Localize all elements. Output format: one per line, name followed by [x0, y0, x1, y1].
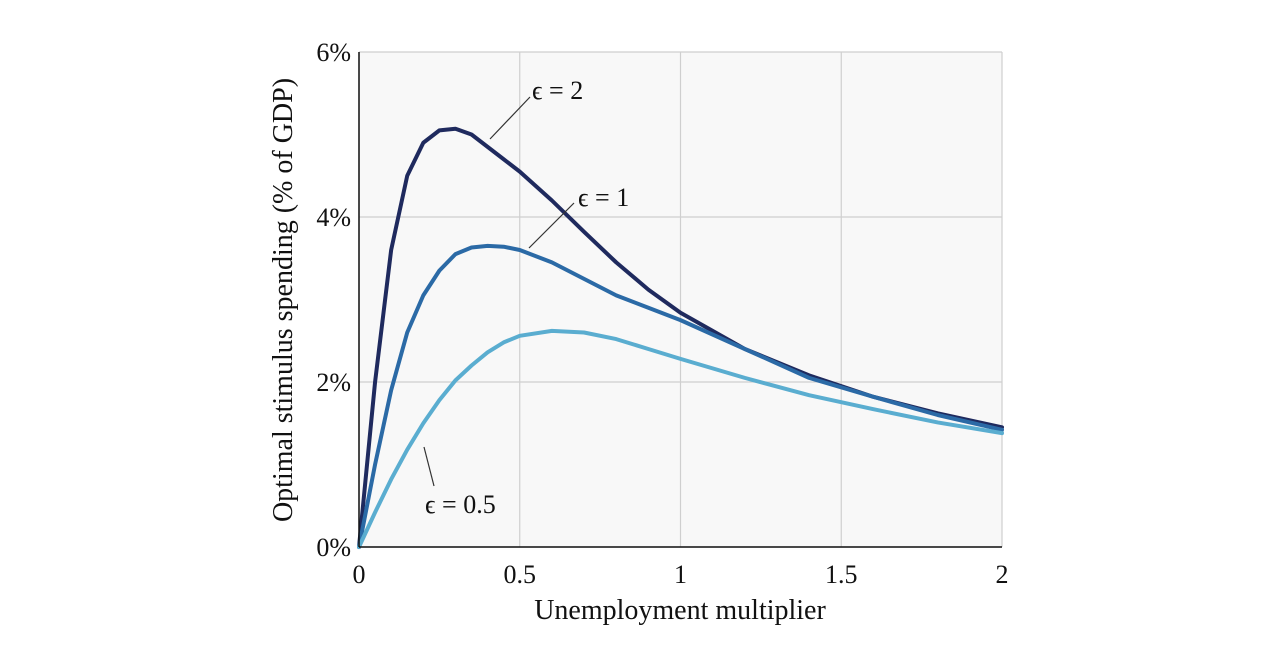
y-tick-label: 6% — [316, 38, 351, 67]
y-axis-label: Optimal stimulus spending (% of GDP) — [268, 78, 299, 522]
x-tick-label: 2 — [996, 560, 1009, 589]
leader-line — [423, 446, 435, 487]
y-tick-label: 0% — [316, 533, 351, 562]
y-tick-label: 4% — [316, 203, 351, 232]
x-tick-label: 1 — [674, 560, 687, 589]
series-label: ϵ = 1 — [578, 183, 629, 212]
x-axis-label: Unemployment multiplier — [534, 595, 826, 626]
series-line — [357, 243, 1004, 549]
x-tick-label: 1.5 — [825, 560, 858, 589]
series-label: ϵ = 2 — [532, 76, 583, 105]
leader-line — [489, 96, 531, 140]
series-line — [357, 328, 1004, 549]
x-tick-label: 0.5 — [504, 560, 537, 589]
leader-line — [528, 202, 575, 249]
y-tick-label: 2% — [316, 368, 351, 397]
series-label: ϵ = 0.5 — [425, 490, 496, 519]
x-tick-label: 0 — [353, 560, 366, 589]
